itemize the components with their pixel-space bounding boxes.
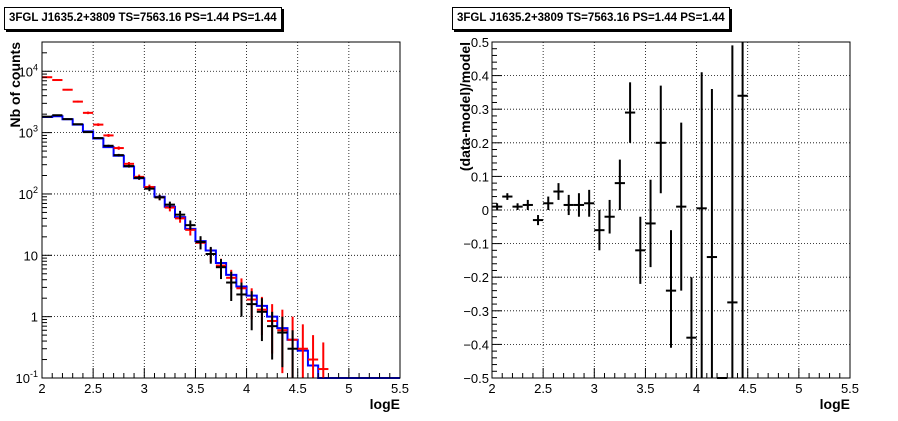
x-tick-label: 3 — [141, 381, 148, 396]
x-tick-label: 5.5 — [841, 381, 859, 396]
x-axis-label: logE — [370, 396, 400, 412]
x-tick-label: 4.5 — [289, 381, 307, 396]
y-tick-label: 104 — [19, 62, 38, 79]
y-tick-label: 0.5 — [471, 35, 489, 50]
y-tick-label: 0 — [482, 203, 489, 218]
x-tick-label: 5.5 — [391, 381, 409, 396]
y-tick-label: −0.5 — [463, 371, 489, 386]
y-tick-label: 0.2 — [471, 136, 489, 151]
y-tick-label: −0.3 — [463, 304, 489, 319]
y-tick-label: −0.2 — [463, 270, 489, 285]
y-tick-label: 0.1 — [471, 169, 489, 184]
plot-area-left — [42, 42, 400, 378]
y-tick-label: −0.1 — [463, 237, 489, 252]
x-tick-label: 3.5 — [186, 381, 204, 396]
x-tick-label: 4 — [693, 381, 700, 396]
y-tick-label: 102 — [19, 185, 38, 202]
left-chart-title: 3FGL J1635.2+3809 TS=7563.16 PS=1.44 PS=… — [4, 7, 282, 30]
right-chart-title: 3FGL J1635.2+3809 TS=7563.16 PS=1.44 PS=… — [452, 7, 730, 30]
y-tick-label: 103 — [19, 124, 38, 141]
y-tick-label: 0.3 — [471, 102, 489, 117]
x-tick-label: 3 — [591, 381, 598, 396]
frame-left — [41, 41, 401, 379]
x-tick-label: 4 — [243, 381, 250, 396]
x-axis-label: logE — [820, 396, 850, 412]
y-tick-label: −0.4 — [463, 337, 489, 352]
residuals-panel: 2 2.5 3 3.5 4 4.5 5 5.5 −0.5 −0.4 −0.3 −0.2 −0.1 0 0.1… — [457, 35, 859, 412]
x-tick-label: 3.5 — [636, 381, 654, 396]
y-tick-label: 0.4 — [471, 69, 489, 84]
y-axis-label: (data-model)/model — [457, 42, 473, 171]
x-tick-label: 2.5 — [84, 381, 102, 396]
x-tick-label: 2.5 — [534, 381, 552, 396]
y-tick-label: 1 — [31, 310, 38, 325]
y-axis-label: Nb of counts — [7, 42, 23, 128]
x-tick-label: 4.5 — [739, 381, 757, 396]
y-tick-label: 10 — [24, 248, 38, 263]
x-tick-label: 2 — [38, 381, 45, 396]
x-tick-label: 5 — [345, 381, 352, 396]
y-tick-label: 10-1 — [16, 369, 38, 386]
x-tick-label: 5 — [795, 381, 802, 396]
counts-spectrum-panel: 2 2.5 3 3.5 4 4.5 5 5.5 10-1 1 10 102 103 104 logE Nb o… — [7, 41, 409, 412]
x-tick-label: 2 — [488, 381, 495, 396]
